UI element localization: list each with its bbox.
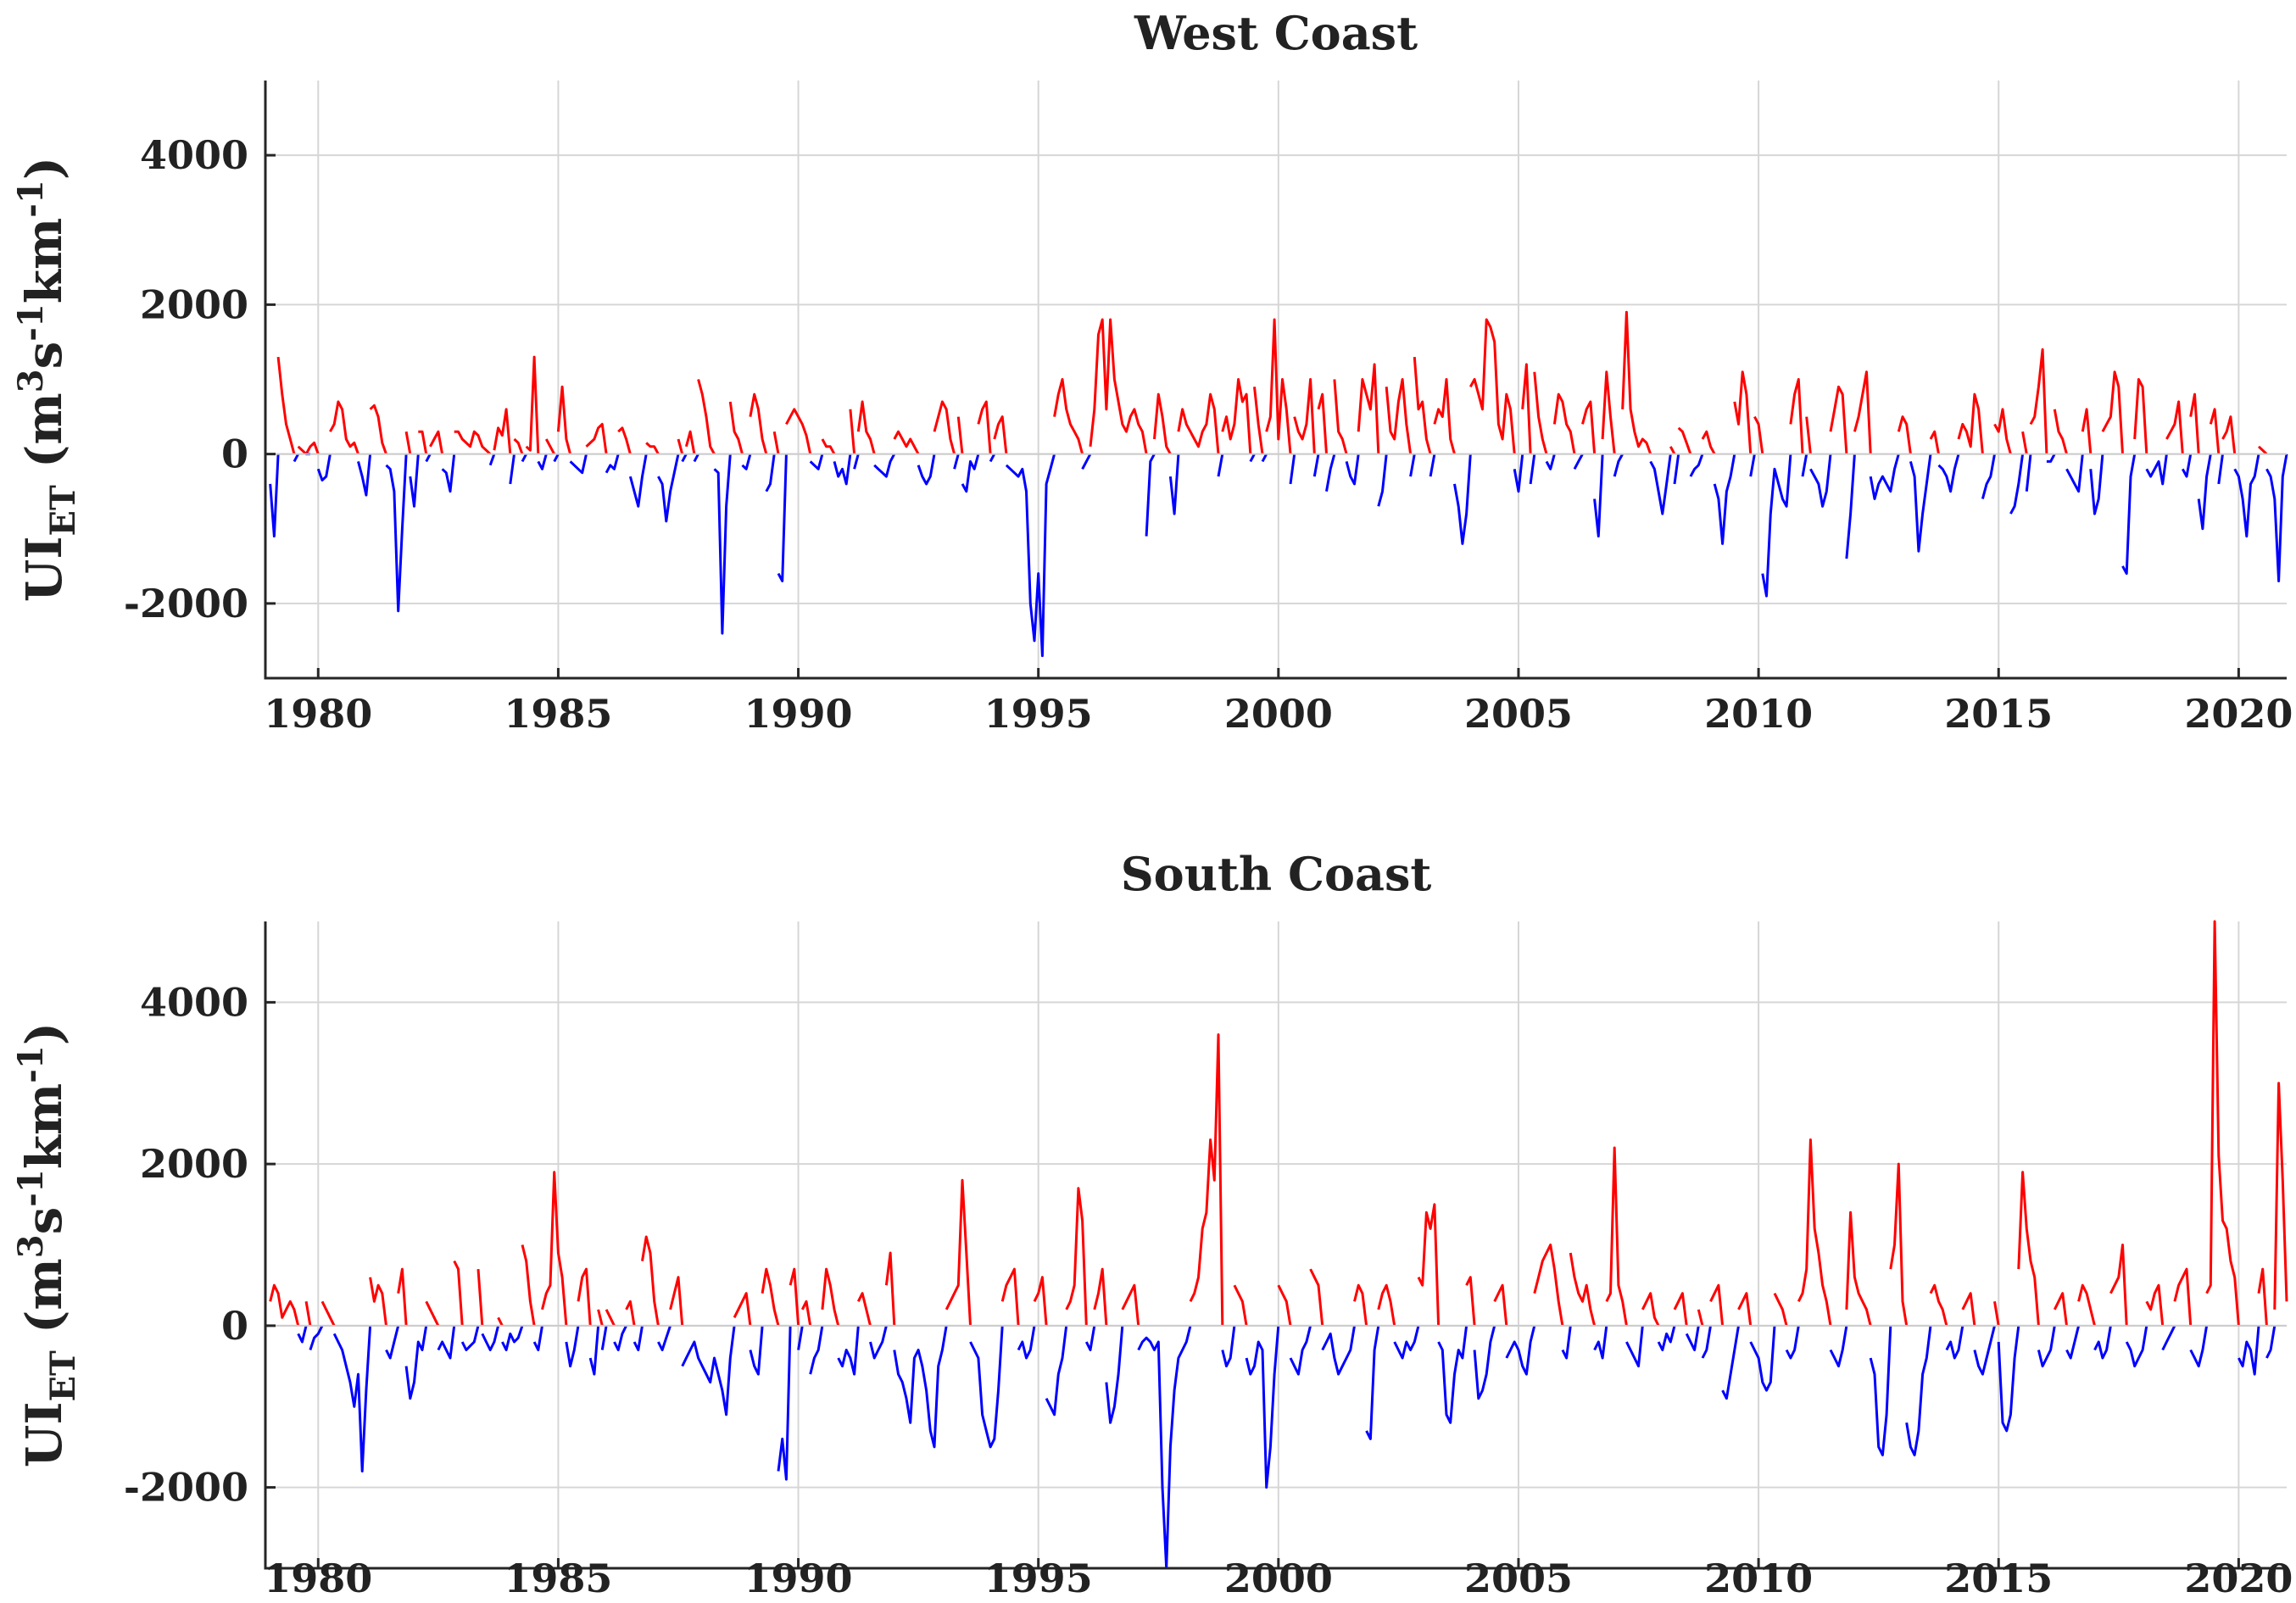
x-tick-label: 1995 bbox=[984, 691, 1093, 737]
x-tick-label: 2000 bbox=[1224, 1556, 1333, 1599]
x-tick-label: 2020 bbox=[2184, 691, 2293, 737]
chart-panel-1: 1980 1985 1990 1995 2000 2005 2010 2015 2020 -200… bbox=[11, 847, 2293, 1601]
y-tick-label: -2000 bbox=[124, 1465, 248, 1511]
chart-panel-0: 1980 1985 1990 1995 2000 2005 2010 2015 2020 -200… bbox=[11, 6, 2293, 737]
series-negative-line bbox=[269, 453, 2288, 658]
axes bbox=[264, 81, 2287, 680]
x-tick-label: 1990 bbox=[744, 691, 853, 737]
x-tick-label: 2015 bbox=[1944, 1556, 2053, 1599]
x-tick-label: 1990 bbox=[744, 1556, 853, 1599]
series-positive-line bbox=[269, 920, 2288, 1327]
y-axis-label: UIET (m3s-1km-1) bbox=[11, 157, 83, 602]
chart-title: South Coast bbox=[1121, 847, 1432, 901]
x-tick-label: 2010 bbox=[1704, 691, 1813, 737]
x-tick-label: 2015 bbox=[1944, 691, 2053, 737]
y-tick-label: 4000 bbox=[140, 979, 248, 1025]
x-tick-label: 2000 bbox=[1224, 691, 1333, 737]
x-tick-label: 1995 bbox=[984, 1556, 1093, 1599]
y-axis-label: UIET (m3s-1km-1) bbox=[11, 1022, 83, 1467]
x-tick-label: 2005 bbox=[1464, 1556, 1573, 1599]
x-tick-label: 2005 bbox=[1464, 691, 1573, 737]
x-tick-label: 1980 bbox=[264, 1556, 372, 1599]
x-tick-label: 2010 bbox=[1704, 1556, 1813, 1599]
x-tick-label: 1980 bbox=[264, 691, 372, 737]
y-tick-label: 2000 bbox=[140, 281, 248, 327]
x-tick-label: 1985 bbox=[504, 1556, 612, 1599]
y-tick-label: 2000 bbox=[140, 1141, 248, 1187]
y-tick-label: 4000 bbox=[140, 132, 248, 178]
x-tick-label: 1985 bbox=[504, 691, 612, 737]
axes bbox=[264, 921, 2287, 1570]
chart-title: West Coast bbox=[1134, 6, 1418, 60]
x-tick-label: 2020 bbox=[2184, 1556, 2293, 1599]
y-tick-label: -2000 bbox=[124, 581, 248, 626]
series-negative-line bbox=[297, 1325, 2276, 1570]
y-tick-label: 0 bbox=[221, 1303, 248, 1349]
series-positive-line bbox=[278, 312, 2287, 454]
y-tick-label: 0 bbox=[221, 431, 248, 477]
